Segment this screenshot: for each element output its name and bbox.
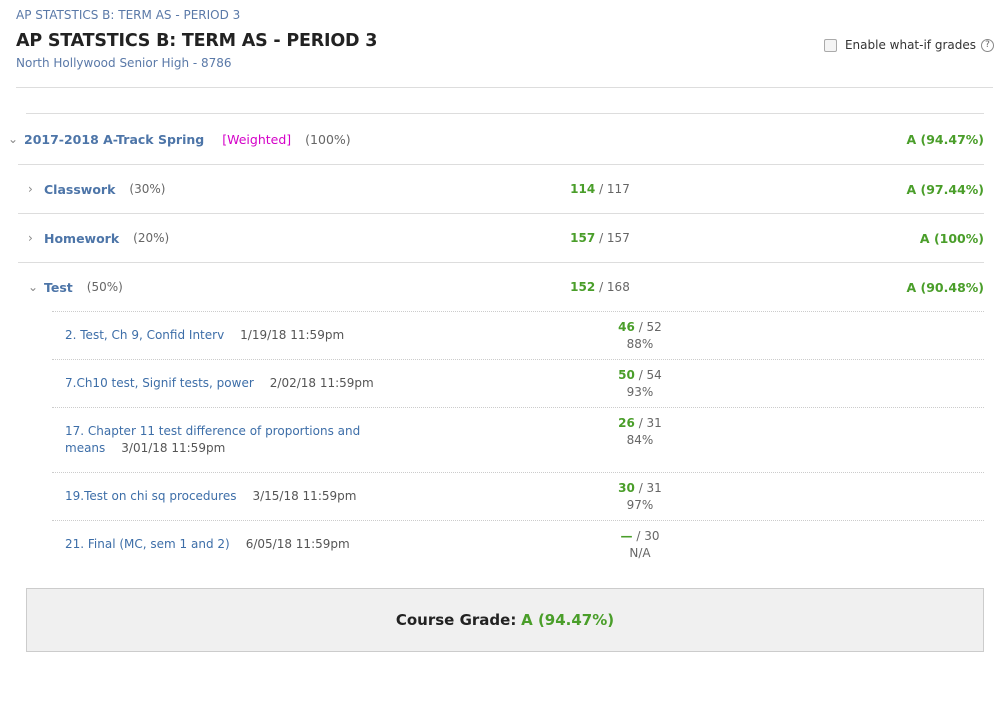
term-row[interactable]: ⌄ 2017-2018 A-Track Spring [Weighted] (1…	[8, 130, 984, 148]
total-points: / 168	[599, 280, 630, 294]
assignment-score: 46 / 52 88%	[600, 319, 680, 353]
due-date: 1/19/18 11:59pm	[240, 328, 345, 342]
due-date: 3/15/18 11:59pm	[252, 489, 357, 503]
assignment-score: 26 / 31 84%	[600, 415, 680, 449]
category-row[interactable]: › Classwork (30%) 114 / 117 A (97.44%)	[28, 180, 984, 198]
chevron-down-icon[interactable]: ⌄	[28, 280, 39, 294]
term-weight: (100%)	[305, 131, 351, 147]
category-score: 157 / 157	[560, 231, 640, 245]
assignment-title[interactable]: 17. Chapter 11 test difference of propor…	[65, 423, 465, 457]
earned-points: 152	[570, 280, 596, 294]
score-percent: 88%	[626, 337, 654, 351]
what-if-toggle[interactable]: Enable what-if grades ?	[823, 38, 994, 52]
what-if-checkbox[interactable]	[823, 38, 837, 52]
earned-points: 46	[618, 320, 635, 334]
assignment-row[interactable]: 19.Test on chi sq procedures 3/15/18 11:5…	[52, 472, 984, 521]
earned-points: 114	[570, 182, 596, 196]
chevron-down-icon[interactable]: ⌄	[8, 132, 19, 146]
category-weight: (30%)	[129, 182, 166, 196]
category-row[interactable]: › Homework (20%) 157 / 157 A (100%)	[28, 229, 984, 247]
score-percent: 93%	[626, 385, 654, 399]
assignment-row[interactable]: 2. Test, Ch 9, Confid Interv 1/19/18 11:5…	[52, 311, 984, 360]
course-grade-label: Course Grade:	[395, 611, 517, 629]
assignment-title[interactable]: 21. Final (MC, sem 1 and 2) 6/05/18 11:59…	[65, 536, 465, 553]
assignment-name[interactable]: 21. Final (MC, sem 1 and 2)	[65, 537, 230, 551]
assignment-row[interactable]: 7.Ch10 test, Signif tests, power 2/02/18 …	[52, 359, 984, 408]
score-percent: N/A	[629, 546, 651, 560]
divider	[16, 87, 993, 88]
assignment-title[interactable]: 7.Ch10 test, Signif tests, power 2/02/18 …	[65, 375, 465, 392]
assignment-score: 50 / 54 93%	[600, 367, 680, 401]
total-points: / 117	[599, 182, 630, 196]
divider	[18, 213, 984, 214]
category-score: 152 / 168	[560, 280, 640, 294]
assignment-name[interactable]: 2. Test, Ch 9, Confid Interv	[65, 328, 225, 342]
school-name: North Hollywood Senior High - 8786	[16, 56, 232, 70]
course-grade-box: Course Grade: A (94.47%)	[26, 588, 984, 652]
assignment-score: 30 / 31 97%	[600, 480, 680, 514]
weighted-badge: [Weighted]	[222, 131, 292, 147]
chevron-right-icon[interactable]: ›	[28, 231, 33, 245]
category-grade: A (90.48%)	[906, 279, 984, 295]
earned-points: 26	[618, 416, 635, 430]
earned-points: —	[620, 529, 633, 543]
due-date: 2/02/18 11:59pm	[269, 376, 374, 390]
category-weight: (50%)	[86, 280, 123, 294]
assignment-row[interactable]: 21. Final (MC, sem 1 and 2) 6/05/18 11:59…	[52, 520, 984, 569]
assignment-name[interactable]: 17. Chapter 11 test difference of propor…	[65, 424, 361, 455]
term-grade: A (94.47%)	[906, 131, 984, 147]
total-points: / 31	[638, 481, 662, 495]
assignment-title[interactable]: 2. Test, Ch 9, Confid Interv 1/19/18 11:5…	[65, 327, 465, 344]
help-icon[interactable]: ?	[981, 38, 994, 52]
page-title: AP STATSTICS B: TERM AS - PERIOD 3	[16, 31, 378, 51]
category-name[interactable]: Classwork	[44, 181, 116, 197]
total-points: / 31	[638, 416, 662, 430]
score-percent: 84%	[626, 433, 654, 447]
total-points: / 30	[636, 529, 660, 543]
divider	[18, 164, 984, 165]
category-grade: A (97.44%)	[906, 181, 984, 197]
category-name[interactable]: Homework	[44, 230, 120, 246]
category-weight: (20%)	[133, 231, 170, 245]
category-row[interactable]: ⌄ Test (50%) 152 / 168 A (90.48%)	[28, 278, 984, 296]
total-points: / 54	[638, 368, 662, 382]
category-grade: A (100%)	[919, 230, 984, 246]
course-grade-value: A (94.47%)	[521, 611, 615, 629]
assignment-name[interactable]: 19.Test on chi sq procedures	[65, 489, 237, 503]
score-percent: 97%	[626, 498, 654, 512]
category-name[interactable]: Test	[44, 279, 73, 295]
earned-points: 30	[618, 481, 635, 495]
assignment-row[interactable]: 17. Chapter 11 test difference of propor…	[52, 407, 984, 473]
category-score: 114 / 117	[560, 182, 640, 196]
breadcrumb[interactable]: AP STATSTICS B: TERM AS - PERIOD 3	[16, 8, 241, 22]
total-points: / 52	[638, 320, 662, 334]
assignment-score: — / 30 N/A	[600, 528, 680, 562]
earned-points: 157	[570, 231, 596, 245]
divider	[18, 262, 984, 263]
total-points: / 157	[599, 231, 630, 245]
divider	[26, 113, 984, 114]
assignment-title[interactable]: 19.Test on chi sq procedures 3/15/18 11:5…	[65, 488, 465, 505]
due-date: 6/05/18 11:59pm	[245, 537, 350, 551]
earned-points: 50	[618, 368, 635, 382]
term-name[interactable]: 2017-2018 A-Track Spring	[24, 131, 205, 147]
due-date: 3/01/18 11:59pm	[121, 441, 226, 455]
assignment-name[interactable]: 7.Ch10 test, Signif tests, power	[65, 376, 254, 390]
what-if-label[interactable]: Enable what-if grades	[844, 38, 976, 52]
chevron-right-icon[interactable]: ›	[28, 182, 33, 196]
